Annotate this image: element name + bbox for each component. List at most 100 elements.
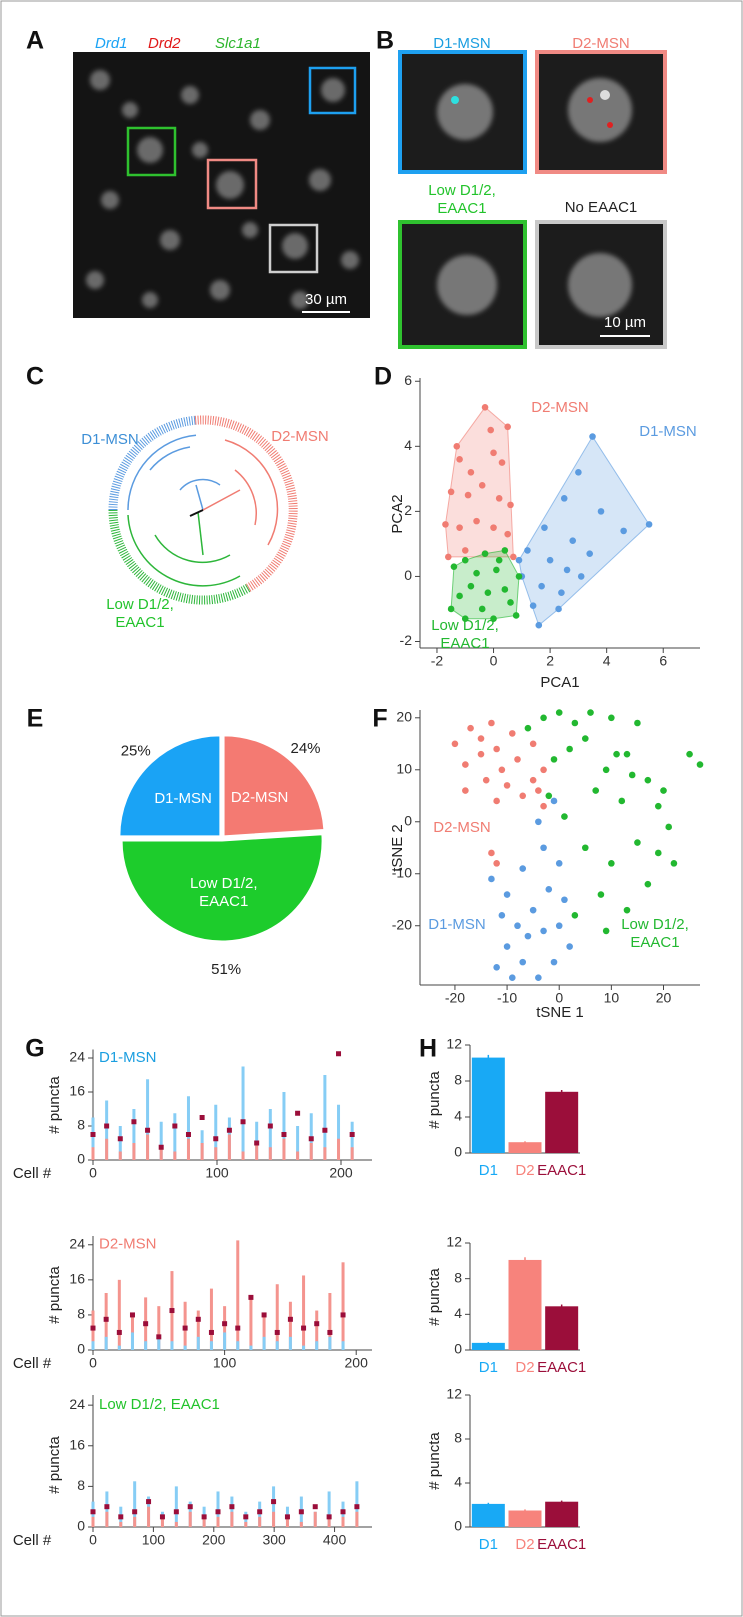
panel-label: C <box>26 363 44 391</box>
spike <box>341 1341 345 1350</box>
x-tick-label: -10 <box>497 990 517 1006</box>
point <box>490 524 497 531</box>
spike <box>296 1126 300 1160</box>
point <box>488 875 495 883</box>
x-tick-label: EAAC1 <box>537 1162 586 1179</box>
point <box>546 556 554 564</box>
point <box>453 443 461 450</box>
point <box>456 524 463 531</box>
x-tick-label: 6 <box>659 653 667 669</box>
marker <box>90 1325 96 1331</box>
point <box>571 719 579 727</box>
point <box>587 709 594 716</box>
point <box>597 891 605 898</box>
point <box>493 566 500 574</box>
x-tick-label: 100 <box>205 1165 229 1181</box>
point <box>529 906 537 914</box>
y-axis-label: tSNE 2 <box>389 824 406 872</box>
y-axis-label: # puncta <box>426 1071 443 1129</box>
x-tick-label: D2 <box>515 1162 534 1179</box>
point <box>581 735 589 742</box>
marker <box>143 1321 149 1327</box>
dendrogram <box>108 415 298 605</box>
bar <box>545 1091 579 1153</box>
marker <box>156 1334 162 1340</box>
spike <box>236 1240 240 1350</box>
spike <box>282 1138 286 1160</box>
x-tick-label: 4 <box>603 653 611 669</box>
point <box>487 426 495 434</box>
y-tick-label: 8 <box>454 1072 462 1088</box>
spike <box>282 1092 286 1160</box>
spike <box>327 1491 331 1527</box>
marker <box>308 1136 314 1142</box>
spike <box>173 1151 177 1160</box>
point <box>540 714 547 722</box>
spike <box>275 1341 279 1350</box>
spike <box>258 1516 262 1527</box>
marker <box>116 1329 122 1335</box>
point <box>462 761 469 768</box>
spike <box>255 1143 259 1160</box>
marker <box>248 1294 254 1300</box>
point <box>670 860 678 867</box>
bar <box>471 1503 505 1527</box>
marker <box>201 1514 207 1520</box>
point <box>524 547 531 554</box>
spike <box>337 1104 341 1160</box>
y-tick-label: 10 <box>396 760 412 776</box>
spike <box>288 1336 292 1350</box>
point <box>634 719 641 727</box>
point <box>696 761 704 768</box>
spike <box>302 1275 306 1350</box>
spike <box>262 1314 266 1350</box>
x-tick-label: 0 <box>490 653 498 669</box>
spike <box>209 1288 213 1350</box>
spike <box>275 1284 279 1350</box>
point <box>623 750 631 758</box>
spike <box>186 1138 190 1160</box>
point <box>503 782 511 789</box>
point <box>555 605 562 613</box>
y-axis-label: PCA2 <box>389 494 406 533</box>
spike <box>186 1096 190 1160</box>
spike <box>244 1511 248 1527</box>
spike <box>223 1332 227 1350</box>
point <box>558 589 565 596</box>
marker <box>340 1312 346 1318</box>
y-tick-label: 4 <box>454 1474 462 1490</box>
marker <box>257 1509 263 1515</box>
spike <box>223 1306 227 1350</box>
marker <box>158 1144 164 1150</box>
spike <box>241 1151 245 1160</box>
scale-bar-label: 30 µm <box>305 291 347 308</box>
cluster-label: D1-MSN <box>639 423 697 440</box>
y-tick-label: 8 <box>454 1430 462 1446</box>
marker <box>145 1127 151 1133</box>
point <box>507 501 514 509</box>
x-axis-label: Cell # <box>13 1532 52 1549</box>
point <box>529 776 537 784</box>
micrograph-tiles <box>398 50 667 349</box>
x-tick-label: 0 <box>89 1532 97 1548</box>
point <box>451 740 459 748</box>
y-tick-label: 0 <box>77 1151 85 1167</box>
marker <box>287 1316 293 1322</box>
y-axis-label: # puncta <box>426 1268 443 1326</box>
pie-slice <box>119 735 221 837</box>
marker <box>235 1325 241 1331</box>
spike <box>355 1511 359 1527</box>
point <box>535 621 543 629</box>
y-tick-label: -10 <box>392 864 412 880</box>
pie-value-label: 24% <box>290 740 320 757</box>
point <box>519 865 527 872</box>
chart-title: D2-MSN <box>99 1236 157 1253</box>
marker <box>240 1119 246 1125</box>
point <box>586 550 593 557</box>
marker <box>254 1140 260 1146</box>
micrograph-a <box>73 52 370 318</box>
point <box>571 912 579 919</box>
point <box>482 776 490 784</box>
